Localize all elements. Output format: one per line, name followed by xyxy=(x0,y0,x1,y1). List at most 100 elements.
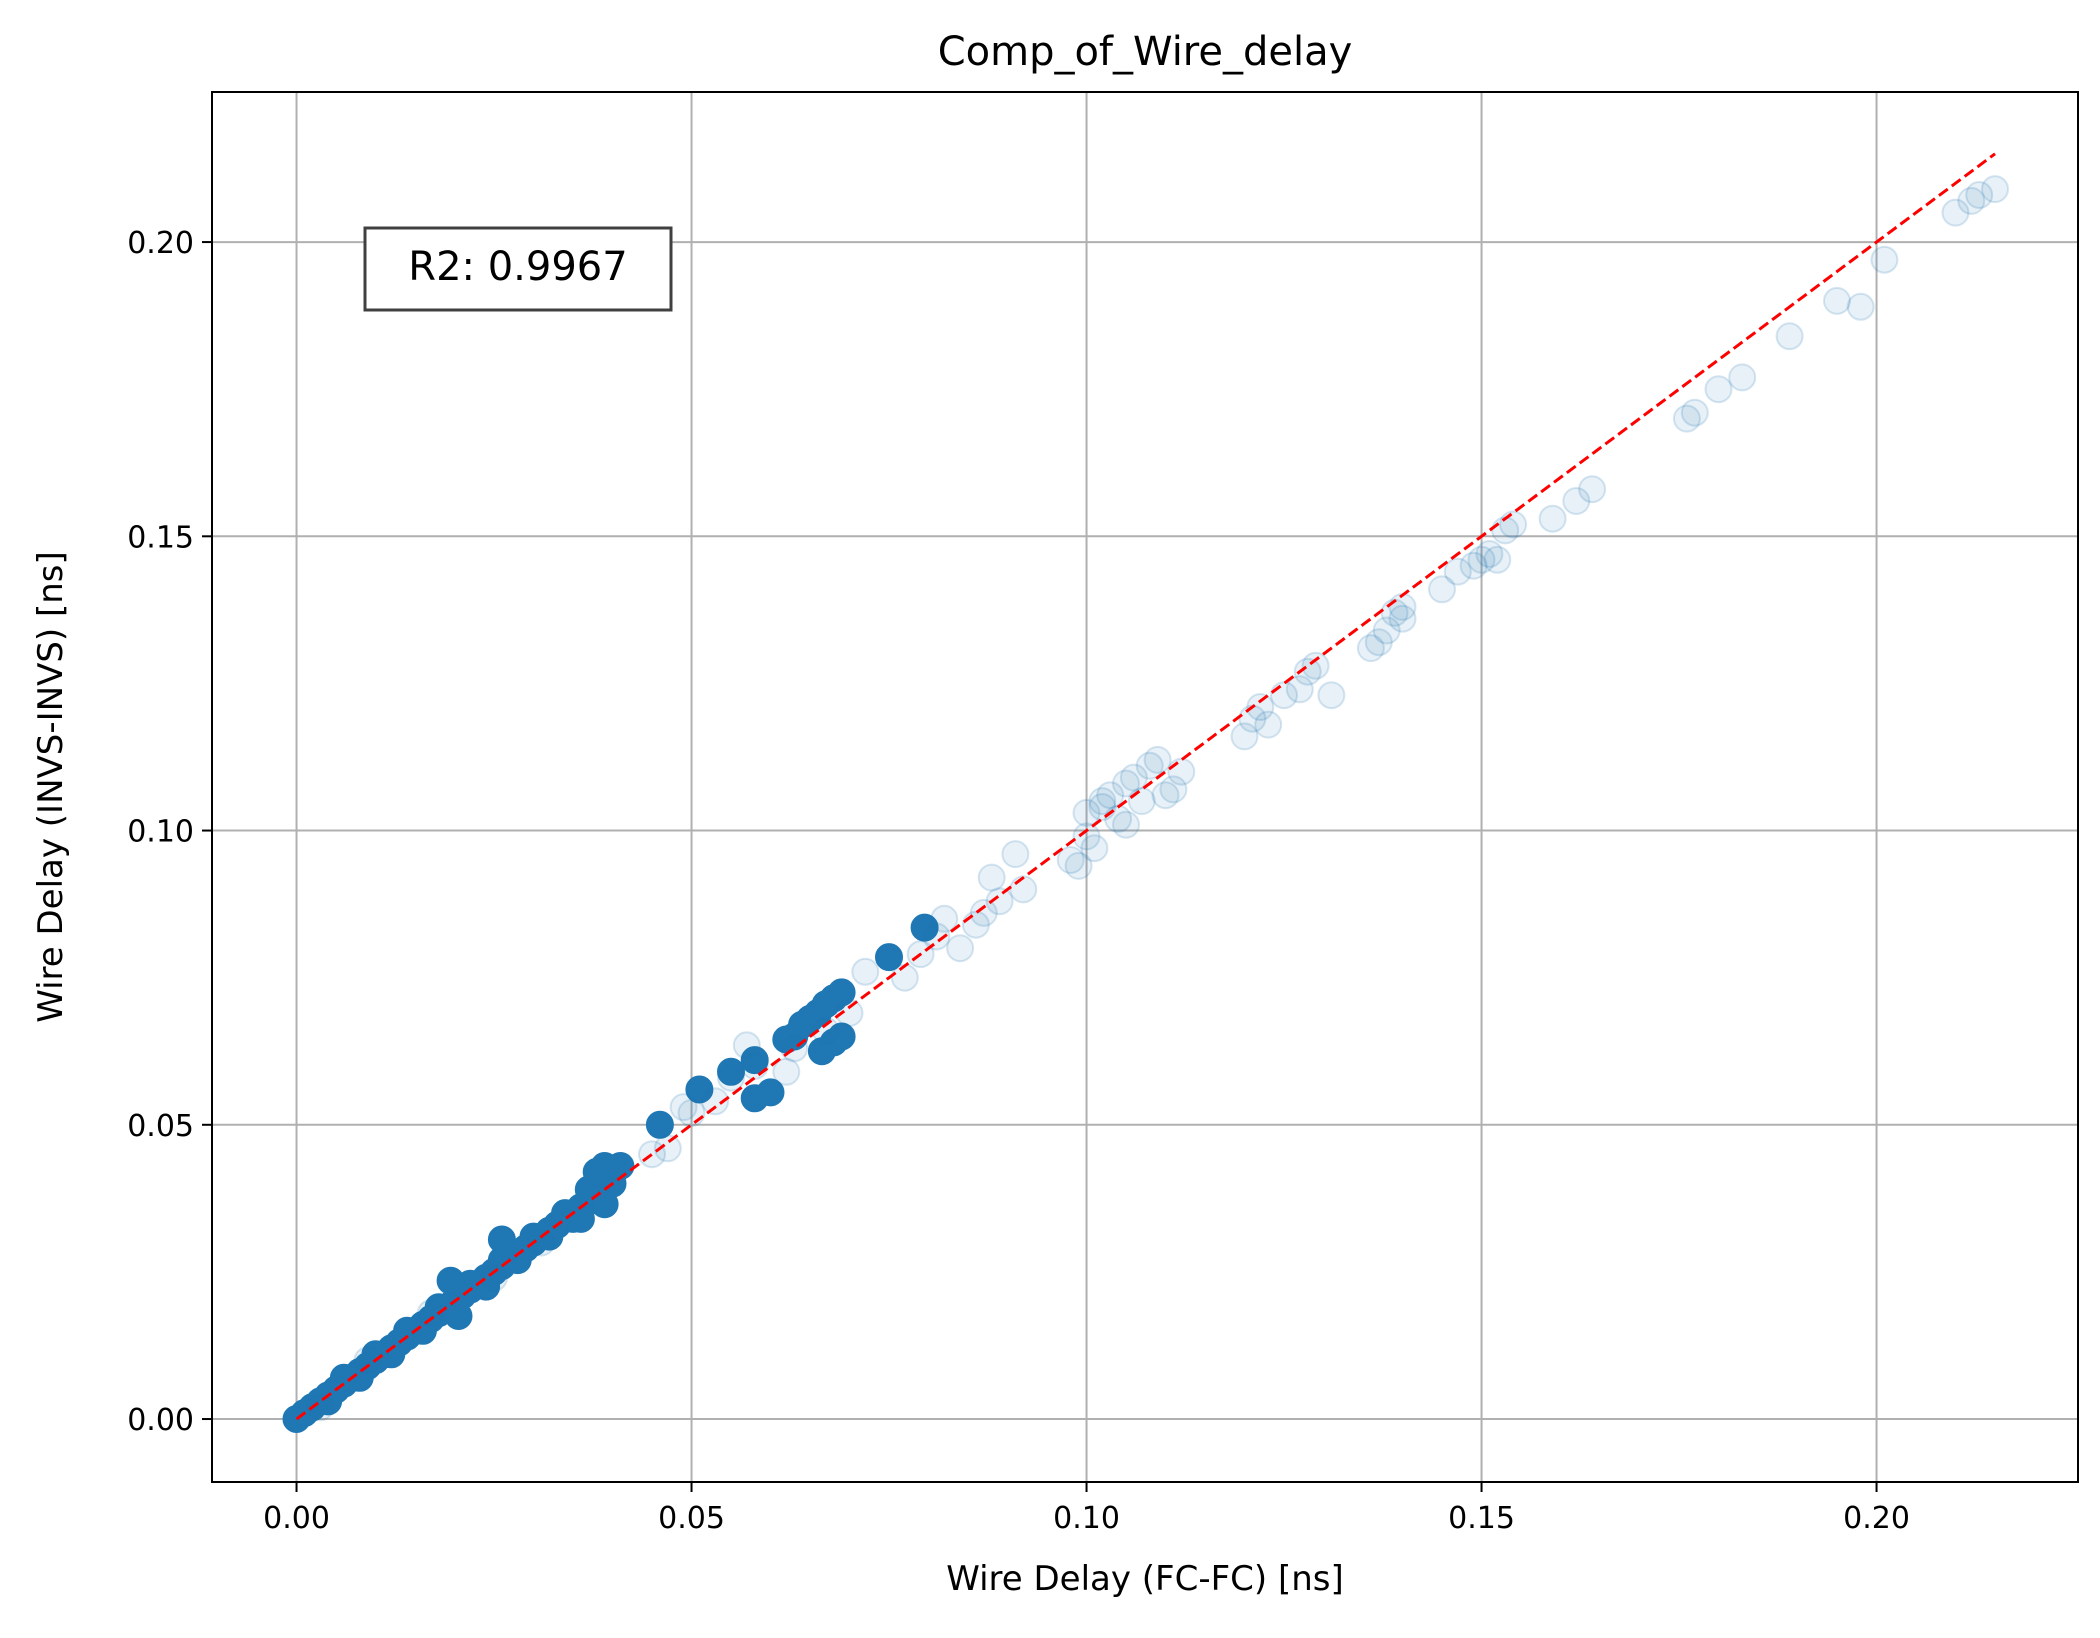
data-point-faint xyxy=(1317,681,1346,710)
data-point-faint xyxy=(1823,286,1851,315)
data-point-faint xyxy=(946,934,975,963)
data-point-faint xyxy=(1428,575,1456,604)
data-point xyxy=(472,1272,501,1301)
data-point-faint xyxy=(977,863,1006,892)
data-point-faint xyxy=(851,957,880,986)
annotation-box xyxy=(363,226,673,312)
x-axis-label: Wire Delay (FC-FC) [ns] xyxy=(946,1559,1344,1599)
data-point-faint xyxy=(1672,404,1701,433)
data-point-faint xyxy=(1846,292,1875,321)
data-point xyxy=(582,1157,611,1186)
data-point-faint xyxy=(1475,540,1504,568)
data-point xyxy=(487,1225,516,1254)
data-point-faint xyxy=(930,904,959,933)
data-point-faint xyxy=(1064,851,1093,880)
data-point-faint xyxy=(1254,710,1283,739)
data-point-faint xyxy=(1680,398,1709,427)
data-point-faint xyxy=(1246,693,1275,721)
data-point-faint xyxy=(669,1093,698,1122)
data-point-faint xyxy=(1293,657,1322,686)
x-tick-label: 0.10 xyxy=(1053,1501,1120,1536)
data-point-faint xyxy=(1499,510,1528,539)
data-point-faint xyxy=(677,1099,706,1127)
data-point xyxy=(827,978,856,1007)
data-point-faint xyxy=(1056,846,1085,874)
data-point-faint xyxy=(1088,787,1117,816)
data-point xyxy=(361,1340,390,1369)
x-tick-label: 0.15 xyxy=(1448,1501,1515,1536)
data-point-faint xyxy=(1159,775,1188,804)
data-point xyxy=(519,1222,548,1251)
data-point-faint xyxy=(1285,675,1314,704)
y-tick-label: 0.15 xyxy=(127,520,194,555)
data-point xyxy=(393,1316,422,1345)
data-point-faint xyxy=(527,1228,556,1257)
r2-annotation: R2: 0.9967 xyxy=(363,226,673,312)
data-point xyxy=(756,1078,785,1107)
data-point-faint xyxy=(732,1031,761,1060)
data-point-faint xyxy=(1562,487,1591,515)
grid-layer xyxy=(212,92,2078,1482)
data-point-faint xyxy=(890,963,919,992)
data-point-faint xyxy=(835,999,864,1027)
data-point-faint xyxy=(1009,875,1038,904)
data-point xyxy=(875,943,903,972)
y-tick-label: 0.00 xyxy=(127,1403,194,1438)
data-point-faint xyxy=(1388,604,1417,633)
data-point-faint xyxy=(1135,751,1164,780)
data-point-faint xyxy=(1965,181,1994,209)
y-tick-label: 0.20 xyxy=(127,226,194,261)
data-point-faint xyxy=(653,1134,682,1163)
data-point-faint xyxy=(1112,769,1140,798)
x-tick-label: 0.20 xyxy=(1843,1501,1910,1536)
data-point-faint xyxy=(1941,198,1970,227)
data-point-faint xyxy=(1080,834,1109,863)
data-point-faint xyxy=(1151,781,1180,810)
reference-line-layer xyxy=(295,152,1996,1421)
data-point-faint xyxy=(1728,363,1757,392)
data-point xyxy=(645,1110,674,1139)
data-point-faint xyxy=(1112,810,1140,839)
annotation-text: R2: 0.9967 xyxy=(408,244,627,290)
data-point xyxy=(910,913,939,942)
x-tick-label: 0.05 xyxy=(658,1501,725,1536)
data-point-faint xyxy=(811,1016,840,1045)
data-point-faint xyxy=(1459,551,1488,580)
data-point-faint xyxy=(1372,616,1401,645)
plot-frame xyxy=(211,91,2079,1483)
data-point-faint xyxy=(1356,634,1385,663)
y-tick-label: 0.10 xyxy=(127,815,194,850)
y-tick-label: 0.05 xyxy=(127,1109,194,1144)
data-point xyxy=(329,1363,358,1392)
data-point-faint xyxy=(480,1263,508,1292)
data-point xyxy=(444,1302,473,1330)
data-point-faint xyxy=(1301,651,1330,680)
data-point-faint xyxy=(1775,322,1804,351)
data-point xyxy=(717,1057,745,1086)
data-point xyxy=(827,1022,856,1051)
data-point-faint xyxy=(1167,757,1196,786)
data-point xyxy=(685,1075,714,1104)
data-point-faint xyxy=(1704,375,1733,404)
data-point-faint xyxy=(922,922,951,951)
data-point-faint xyxy=(416,1299,445,1328)
chart-title: Comp_of_Wire_delay xyxy=(938,29,1353,75)
data-point-faint xyxy=(1578,475,1607,504)
data-point-faint xyxy=(353,1346,382,1375)
data-point-faint xyxy=(1538,504,1567,533)
data-point xyxy=(740,1046,769,1075)
data-point-faint xyxy=(985,887,1014,916)
data-point-faint xyxy=(1127,787,1156,816)
data-point-faint xyxy=(717,1063,745,1092)
data-point-faint xyxy=(1870,245,1899,274)
data-point-faint xyxy=(1001,840,1030,869)
data-point-faint xyxy=(1364,628,1393,657)
data-point xyxy=(606,1152,635,1180)
data-point-faint xyxy=(1096,781,1125,810)
y-axis-label: Wire Delay (INVS-INVS) [ns] xyxy=(31,551,71,1023)
data-point xyxy=(314,1387,343,1416)
data-point-faint xyxy=(740,1051,769,1080)
data-point-faint xyxy=(780,1034,809,1063)
data-point-faint xyxy=(306,1393,335,1422)
